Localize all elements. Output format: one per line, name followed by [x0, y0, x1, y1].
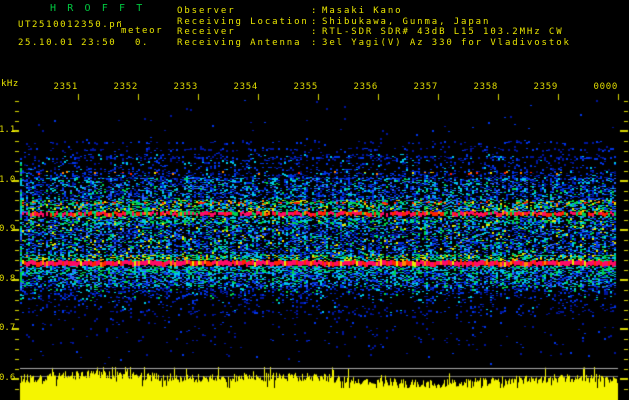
- time-tick-label: 2359: [533, 82, 558, 92]
- station-info: Observer: Masaki Kano Receiving Location:…: [177, 6, 571, 49]
- station-info-row: Receiving Antenna:3el Yagi(V) Az 330 for…: [177, 38, 571, 49]
- field-value: 3el Yagi(V) Az 330 for Vladivostok: [322, 38, 571, 49]
- freq-tick-label: 0.8: [0, 274, 16, 284]
- freq-tick-label: 1.0: [0, 175, 16, 185]
- freq-tick-label: 0.9: [0, 224, 16, 234]
- freq-tick-label: 0.6: [0, 373, 16, 383]
- field-value: RTL-SDR SDR# 43dB L15 103.2MHz CW: [322, 27, 564, 38]
- field-value: Masaki Kano: [322, 6, 403, 16]
- output-filename: UT2510012350.pn: [18, 20, 124, 30]
- time-tick-label: 2354: [233, 82, 258, 92]
- station-info-row: Receiver: RTL-SDR SDR# 43dB L15 103.2MHz …: [177, 27, 571, 38]
- field-label: Observer: [177, 6, 236, 16]
- station-info-row: Observer: Masaki Kano: [177, 6, 571, 17]
- time-tick-label: 2351: [53, 82, 78, 92]
- time-tick-label: 2353: [173, 82, 198, 92]
- mode-label: meteor: [121, 26, 164, 36]
- field-label: Receiver: [177, 27, 236, 38]
- field-separator: :: [311, 6, 317, 16]
- freq-tick-label: 1.1: [0, 125, 16, 135]
- field-value: Shibukawa, Gunma, Japan: [322, 16, 491, 27]
- app-title: H R O F F T: [50, 3, 145, 14]
- time-tick-label: 2355: [293, 82, 318, 92]
- timestamp: 25.10.01 23:50: [18, 38, 117, 48]
- field-separator: :: [311, 38, 317, 49]
- time-tick-label: 2356: [353, 82, 378, 92]
- station-info-row: Receiving Location: Shibukawa, Gunma, Jap…: [177, 17, 571, 28]
- field-separator: :: [311, 27, 317, 38]
- field-label: Receiving Location: [177, 16, 309, 27]
- y-axis-unit-label: kHz: [1, 79, 19, 89]
- field-label: Receiving Antenna: [177, 38, 302, 49]
- time-tick-label: 2352: [113, 82, 138, 92]
- freq-tick-label: 0.7: [0, 323, 16, 333]
- time-tick-label: 2358: [473, 82, 498, 92]
- time-tick-label: 2357: [413, 82, 438, 92]
- filename-clipped-glyph: ¨: [117, 21, 123, 31]
- echo-counter: 0.: [135, 38, 150, 48]
- field-separator: :: [311, 16, 317, 27]
- time-tick-label: 0000: [593, 82, 618, 92]
